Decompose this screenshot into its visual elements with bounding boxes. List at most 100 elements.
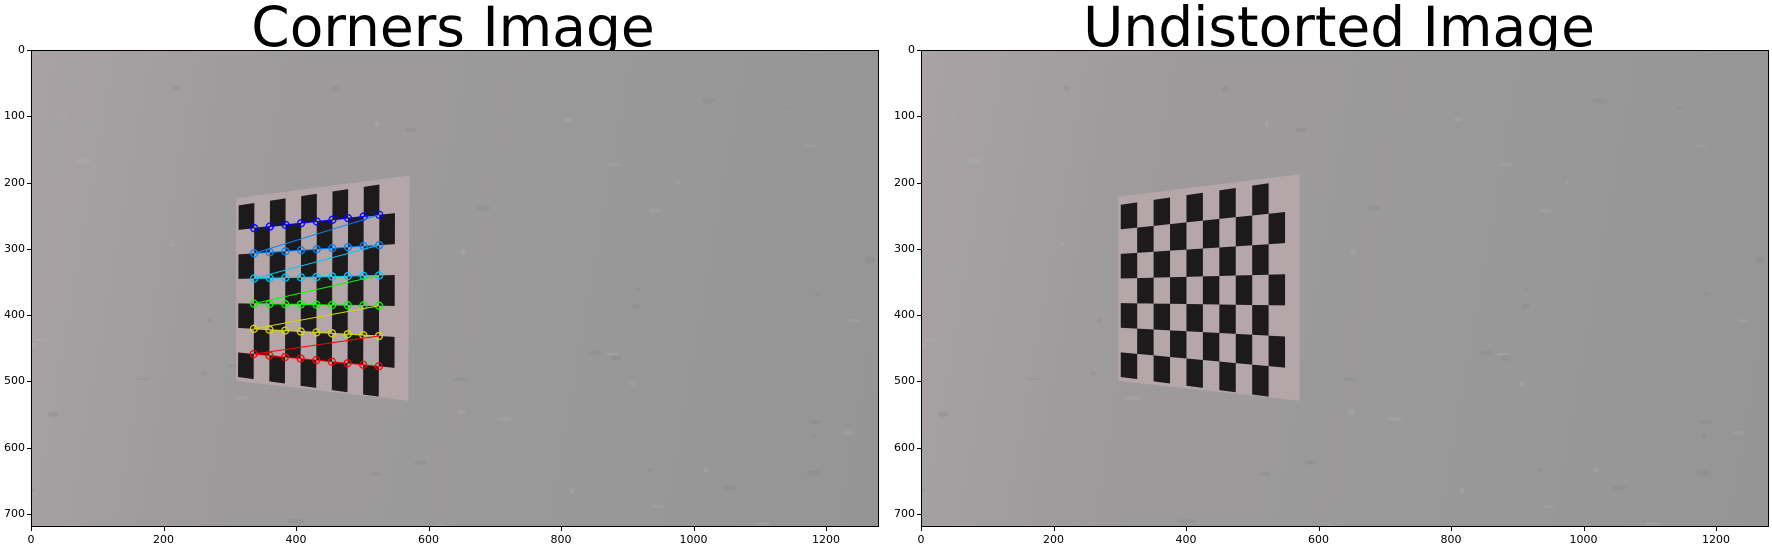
y-tick-label: 700	[894, 506, 915, 520]
wall-speck	[648, 468, 653, 472]
y-tick-label: 400	[894, 308, 915, 321]
wall-speck	[1538, 468, 1543, 472]
wall-speck	[32, 52, 41, 56]
wall-speck	[32, 342, 37, 348]
corner-point	[327, 357, 337, 366]
wall-speck	[589, 350, 603, 356]
chessboard-square	[285, 330, 301, 359]
wall-speck	[809, 419, 823, 424]
wall-speck	[1062, 85, 1071, 91]
chessboard-square	[331, 361, 348, 393]
wall-speck	[414, 460, 427, 465]
wall-speck	[701, 98, 717, 104]
chessboard-square	[285, 223, 302, 252]
y-tick-mark	[917, 50, 921, 51]
corner-point	[265, 248, 274, 257]
chessboard-square	[332, 189, 349, 220]
corner-row-line	[253, 328, 379, 337]
corner-point	[343, 301, 352, 310]
corner-point	[312, 272, 321, 282]
corner-point	[249, 274, 259, 283]
wall-texture	[922, 52, 1765, 526]
wall-speck	[1525, 287, 1530, 290]
x-tick-label: 1000	[679, 533, 708, 546]
chessboard-square	[1235, 333, 1253, 365]
x-tick-mark	[693, 527, 695, 531]
corner-point	[281, 300, 290, 309]
wall-speck	[32, 338, 48, 341]
wall-speck	[1538, 208, 1552, 213]
wall-speck	[1294, 128, 1307, 133]
chessboard-square	[238, 203, 255, 230]
wall-speck	[842, 430, 855, 436]
wall-speck	[1612, 485, 1628, 491]
wall-speck	[1459, 488, 1465, 494]
corner-connector	[253, 214, 380, 254]
y-tick-label: 0	[18, 43, 25, 56]
corner-point	[327, 300, 337, 310]
chessboard-square	[301, 193, 317, 224]
corner-point	[343, 359, 352, 368]
wall-speck	[967, 157, 981, 164]
chessboard-square	[1252, 244, 1269, 276]
corner-row-line	[253, 353, 379, 367]
wall-speck	[1565, 180, 1570, 184]
chessboard-square	[1268, 274, 1286, 306]
chessboard-square	[1170, 222, 1187, 251]
y-tick-mark	[917, 315, 921, 316]
chessboard-square	[1186, 192, 1203, 223]
wall-speck	[651, 505, 665, 509]
x-tick-mark	[428, 527, 430, 531]
corner-point	[265, 299, 274, 309]
chessboard-square	[1268, 211, 1286, 245]
corner-point	[312, 217, 321, 226]
x-tick-mark	[1318, 527, 1320, 531]
corner-point	[327, 329, 337, 338]
x-tick-mark	[1186, 527, 1187, 531]
wall-speck	[1090, 371, 1097, 375]
wall-speck	[1519, 381, 1525, 387]
wall-speck	[754, 522, 771, 526]
y-tick-label: 200	[894, 175, 915, 189]
chessboard-square	[1170, 330, 1187, 359]
chessboard-square	[1186, 358, 1203, 388]
chessboard-square	[1268, 335, 1286, 368]
x-tick-label: 1000	[1569, 533, 1598, 546]
corner-point	[265, 325, 274, 334]
wall-speck	[374, 121, 380, 128]
chessboard-square	[1219, 246, 1236, 276]
corner-point	[343, 330, 352, 339]
chessboard-square	[269, 355, 286, 384]
wall-speck	[437, 523, 443, 526]
chessboard-square	[1235, 275, 1253, 305]
corner-point	[375, 240, 384, 250]
corner-point	[281, 247, 290, 256]
wall-speck	[563, 117, 573, 122]
y-tick-mark	[917, 116, 921, 118]
y-tick-mark	[27, 381, 31, 383]
chessboard-square	[253, 328, 270, 356]
chessboard-square	[1137, 277, 1154, 304]
wall-speck	[1453, 117, 1463, 122]
y-tick-label: 0	[908, 43, 915, 56]
detected-corners	[249, 210, 384, 371]
wall-speck	[172, 85, 181, 91]
wall-speck	[1591, 98, 1607, 104]
wall-speck	[1495, 352, 1510, 356]
chessboard-square	[378, 336, 395, 368]
wall-speck	[1221, 86, 1230, 92]
wall-speck	[1367, 205, 1381, 211]
wall-speck	[1479, 350, 1493, 356]
wall-speck	[227, 364, 237, 367]
corners-image-plot	[31, 50, 879, 527]
x-tick-label: 0	[917, 533, 925, 546]
y-tick-mark	[27, 315, 31, 316]
wall-speck	[806, 470, 822, 476]
x-tick-mark	[921, 527, 922, 531]
chessboard-square	[1252, 304, 1269, 336]
wall-speck	[1732, 430, 1745, 436]
y-tick-label: 300	[894, 241, 915, 255]
wall-speck	[168, 242, 177, 247]
wall-speck	[1520, 303, 1530, 310]
corner-point	[374, 362, 383, 371]
